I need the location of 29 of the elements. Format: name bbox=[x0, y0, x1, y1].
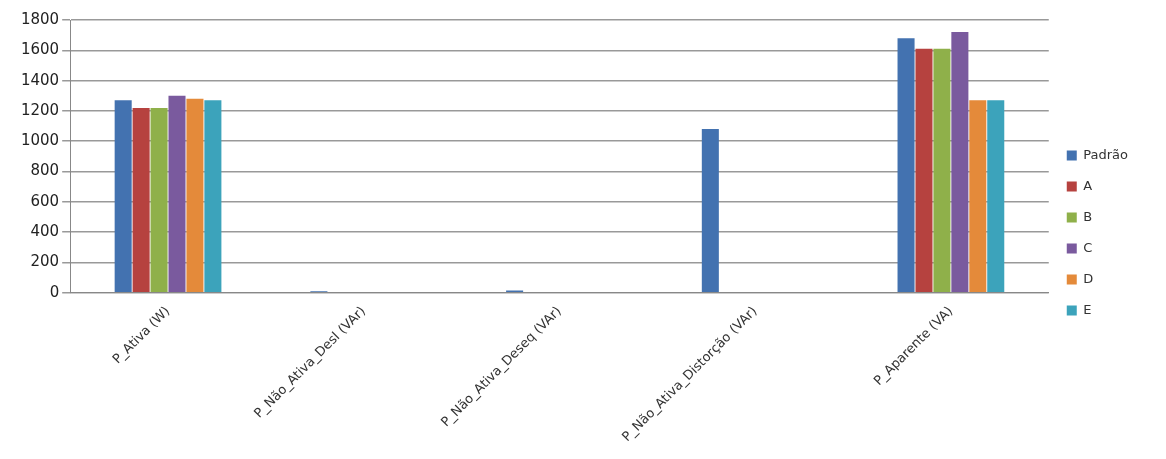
bar bbox=[168, 95, 186, 292]
bar bbox=[969, 100, 987, 292]
bar bbox=[132, 107, 150, 292]
y-tick-label: 1000 bbox=[20, 131, 60, 150]
bar bbox=[897, 38, 915, 292]
legend-label: B bbox=[1083, 208, 1093, 224]
y-tick-label: 200 bbox=[30, 252, 60, 271]
y-tick-label: 1200 bbox=[20, 100, 60, 119]
y-tick-label: 1400 bbox=[20, 70, 60, 89]
y-tick-label: 800 bbox=[30, 161, 60, 180]
bar bbox=[987, 100, 1005, 292]
legend-label: E bbox=[1083, 301, 1092, 317]
legend-label: C bbox=[1083, 239, 1093, 255]
y-tick-label: 0 bbox=[49, 282, 60, 301]
legend-label: Padrão bbox=[1083, 146, 1129, 162]
bar bbox=[933, 48, 951, 292]
legend-label: A bbox=[1083, 177, 1093, 193]
bar bbox=[915, 48, 933, 292]
legend-label: D bbox=[1083, 270, 1094, 286]
y-tick-label: 1600 bbox=[20, 40, 60, 59]
bar bbox=[150, 107, 168, 292]
y-tick-label: 1800 bbox=[20, 9, 60, 28]
bar bbox=[204, 100, 222, 292]
bar bbox=[701, 129, 719, 292]
y-tick-label: 400 bbox=[30, 222, 60, 241]
bar bbox=[114, 100, 132, 292]
bar bbox=[186, 98, 204, 292]
bar bbox=[951, 32, 969, 292]
y-tick-label: 600 bbox=[30, 191, 60, 210]
